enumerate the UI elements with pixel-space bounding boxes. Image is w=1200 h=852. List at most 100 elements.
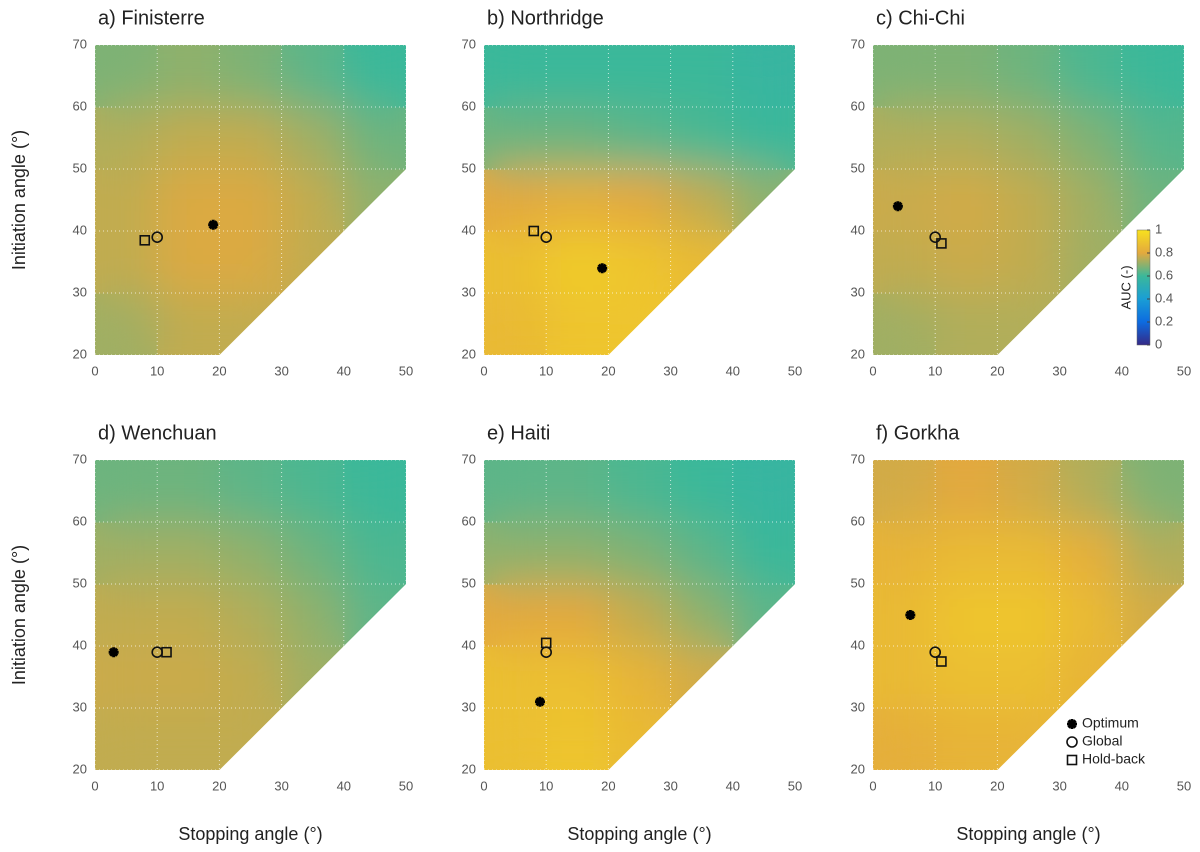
heatmap-blend bbox=[997, 169, 1061, 232]
heatmap-blend bbox=[732, 522, 795, 585]
panel-title: c) Chi-Chi bbox=[876, 7, 965, 29]
panel: a) Finisterre 0 10 20 30 40 50 20 30 40 50 60 70 Init… bbox=[9, 7, 413, 378]
marker-hold-back bbox=[540, 637, 552, 649]
marker-optimum bbox=[534, 696, 545, 707]
y-tick-label: 60 bbox=[73, 513, 87, 528]
heatmap-blend bbox=[997, 646, 1061, 709]
heatmap-blend bbox=[873, 107, 936, 170]
panel-title: d) Wenchuan bbox=[98, 422, 217, 444]
x-tick-label: 10 bbox=[539, 778, 553, 793]
y-tick-label: 70 bbox=[73, 36, 87, 51]
y-tick-label: 50 bbox=[462, 575, 476, 590]
y-tick-label: 20 bbox=[73, 761, 87, 776]
heatmap-blend bbox=[219, 646, 283, 709]
marker-optimum bbox=[597, 263, 608, 274]
heatmap-blend bbox=[281, 584, 345, 647]
heatmap-blend bbox=[157, 169, 220, 232]
panel-title: e) Haiti bbox=[487, 422, 550, 444]
y-tick-label: 70 bbox=[851, 451, 865, 466]
marker-hold-back bbox=[139, 235, 151, 246]
panel: c) Chi-Chi 0 10 20 30 40 50 20 30 40 50 60 70 0 0.2 0.4… bbox=[851, 7, 1192, 378]
heatmap-blend bbox=[281, 646, 345, 709]
heatmap-blend bbox=[484, 231, 547, 294]
x-axis-label: Stopping angle (°) bbox=[567, 824, 711, 844]
heatmap-blend bbox=[670, 45, 734, 108]
heatmap-blend bbox=[219, 293, 283, 355]
heatmap-blend bbox=[484, 522, 547, 585]
heatmap-blend bbox=[935, 584, 998, 647]
heatmap-blend bbox=[343, 169, 406, 232]
heatmap-blend bbox=[281, 45, 345, 108]
heatmap-blend bbox=[1121, 522, 1184, 585]
x-tick-label: 30 bbox=[663, 363, 677, 378]
heatmap-blend bbox=[873, 522, 936, 585]
heatmap-blend bbox=[1059, 231, 1123, 294]
y-tick-label: 30 bbox=[462, 284, 476, 299]
heatmap-blend bbox=[95, 460, 158, 523]
heatmap-blend bbox=[935, 107, 998, 170]
colorbar-tick-label: 0.4 bbox=[1155, 290, 1173, 305]
legend-symbol bbox=[1066, 754, 1078, 766]
marker-global bbox=[151, 231, 163, 243]
heatmap-blend bbox=[546, 522, 609, 585]
heatmap-blend bbox=[157, 646, 220, 709]
heatmap-blend bbox=[873, 169, 936, 232]
heatmap-blend bbox=[1121, 584, 1184, 647]
heatmap-blend bbox=[1121, 460, 1184, 523]
y-tick-label: 30 bbox=[851, 699, 865, 714]
x-tick-label: 50 bbox=[399, 363, 413, 378]
heatmap-blend bbox=[935, 460, 998, 523]
heatmap-blend bbox=[95, 45, 158, 108]
heatmap-blend bbox=[935, 708, 998, 770]
heatmap-blend bbox=[546, 169, 609, 232]
y-tick-label: 20 bbox=[73, 346, 87, 361]
x-tick-label: 0 bbox=[869, 778, 876, 793]
heatmap-blend bbox=[997, 293, 1061, 355]
heatmap-blend bbox=[281, 169, 345, 232]
y-tick-label: 60 bbox=[851, 513, 865, 528]
y-tick-label: 70 bbox=[462, 36, 476, 51]
heatmap-blend bbox=[1059, 45, 1123, 108]
heatmap-blend bbox=[1121, 107, 1184, 170]
heatmap-blend bbox=[219, 107, 283, 170]
heatmap-blend bbox=[484, 708, 547, 770]
marker-global bbox=[540, 231, 553, 243]
heatmap-blend bbox=[546, 708, 609, 770]
x-tick-label: 0 bbox=[91, 778, 98, 793]
heatmap-blend bbox=[546, 45, 609, 108]
heatmap-blend bbox=[157, 231, 220, 294]
heatmap-blend bbox=[219, 45, 283, 108]
heatmap-blend bbox=[1059, 522, 1123, 585]
heatmap-blend bbox=[935, 646, 998, 709]
y-tick-label: 40 bbox=[73, 222, 87, 237]
x-tick-label: 10 bbox=[539, 363, 553, 378]
heatmap-blend bbox=[732, 460, 795, 523]
heatmap-blend bbox=[608, 460, 672, 523]
heatmap-blend bbox=[997, 231, 1061, 294]
legend-label: Global bbox=[1082, 733, 1122, 749]
heatmap-blend bbox=[95, 584, 158, 647]
y-tick-label: 50 bbox=[462, 160, 476, 175]
heatmap-smooth bbox=[484, 45, 795, 355]
heatmap-blend bbox=[157, 708, 220, 770]
y-tick-label: 30 bbox=[73, 284, 87, 299]
y-tick-label: 70 bbox=[73, 451, 87, 466]
heatmap-blend bbox=[95, 293, 158, 355]
legend-label: Optimum bbox=[1082, 715, 1139, 731]
heatmap-blend bbox=[873, 646, 936, 709]
colorbar bbox=[1136, 229, 1151, 346]
heatmap-blend bbox=[546, 584, 609, 647]
x-tick-label: 40 bbox=[1115, 363, 1129, 378]
y-axis-label: Initiation angle (°) bbox=[9, 545, 29, 685]
y-tick-label: 40 bbox=[851, 222, 865, 237]
marker-optimum bbox=[208, 219, 219, 230]
y-tick-label: 40 bbox=[462, 222, 476, 237]
x-tick-label: 30 bbox=[1052, 778, 1066, 793]
heatmap-blend bbox=[546, 293, 609, 355]
heatmap-blend bbox=[608, 708, 672, 770]
heatmap-blend bbox=[732, 45, 795, 108]
y-tick-label: 20 bbox=[462, 761, 476, 776]
heatmap-blend bbox=[343, 522, 406, 585]
heatmap-blend bbox=[219, 708, 283, 770]
heatmap-blend bbox=[95, 107, 158, 170]
